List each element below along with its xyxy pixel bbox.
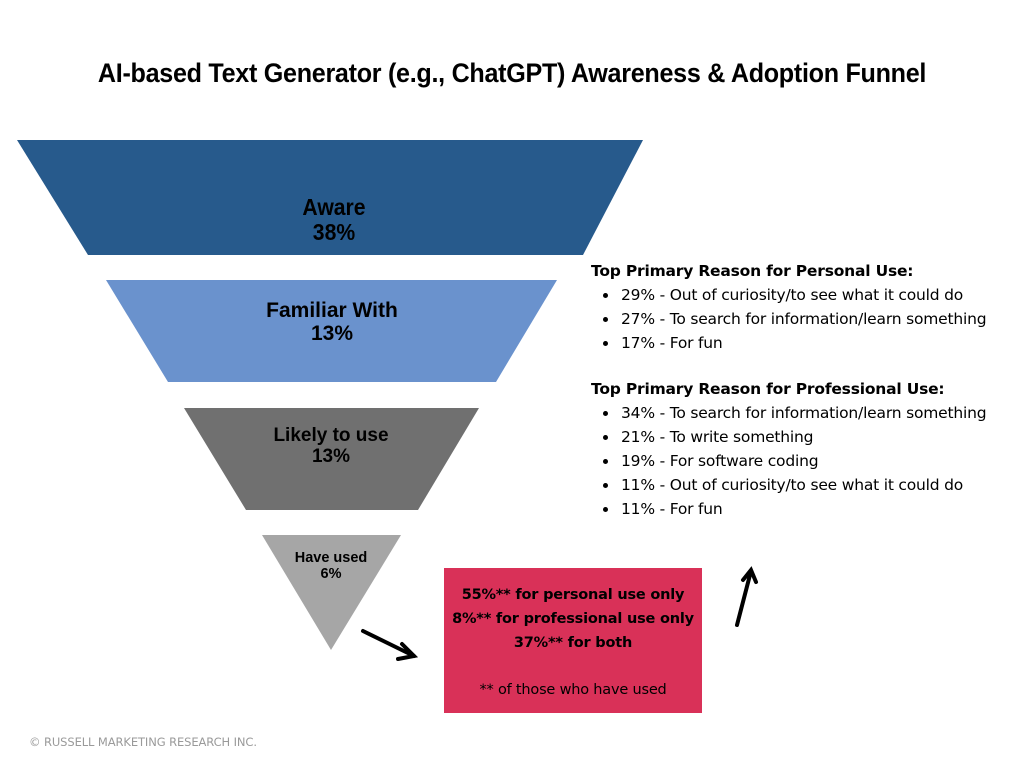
usage-split-callout: 55%** for personal use only 8%** for pro… xyxy=(444,568,702,713)
stage-name: Aware xyxy=(302,194,366,220)
funnel-stage-familiar xyxy=(106,280,557,382)
stage-label-familiar: Familiar With 13% xyxy=(217,300,447,344)
stage-label-have-used: Have used 6% xyxy=(271,551,391,581)
stage-value: 13% xyxy=(311,446,351,467)
callout-footnote: ** of those who have used xyxy=(479,682,667,698)
list-item: 21% - To write something xyxy=(619,425,1021,449)
stat-both: 37%** for both xyxy=(513,635,633,651)
stage-name: Likely to use xyxy=(273,425,389,446)
list-item: 19% - For software coding xyxy=(619,449,1021,473)
list-item: 29% - Out of curiosity/to see what it co… xyxy=(619,283,1021,307)
page-title: AI-based Text Generator (e.g., ChatGPT) … xyxy=(97,58,927,88)
list-item: 17% - For fun xyxy=(619,331,1021,355)
stage-value: 38% xyxy=(312,219,356,245)
funnel-stage-aware xyxy=(17,140,643,255)
personal-use-heading: Top Primary Reason for Personal Use: xyxy=(591,262,914,280)
list-item: 27% - To search for information/learn so… xyxy=(619,307,1021,331)
stage-label-likely: Likely to use 13% xyxy=(231,426,431,466)
stage-name: Have used xyxy=(294,550,368,566)
stage-label-aware: Aware 38% xyxy=(234,196,434,244)
stage-name: Familiar With xyxy=(266,299,398,322)
personal-use-list: 29% - Out of curiosity/to see what it co… xyxy=(591,283,1021,355)
usage-split-stats: 55%** for personal use only 8%** for pro… xyxy=(444,583,702,655)
arrow-down-right-icon xyxy=(361,629,419,661)
arrow-up-icon xyxy=(735,566,758,627)
list-item: 11% - Out of curiosity/to see what it co… xyxy=(619,473,1021,497)
stat-personal-only: 55%** for personal use only xyxy=(461,587,685,603)
funnel-stage-have-used xyxy=(262,535,401,650)
professional-use-list: 34% - To search for information/learn so… xyxy=(591,401,1021,521)
stat-professional-only: 8%** for professional use only xyxy=(452,611,694,627)
list-item: 11% - For fun xyxy=(619,497,1021,521)
professional-use-heading: Top Primary Reason for Professional Use: xyxy=(591,380,945,398)
stage-value: 13% xyxy=(310,322,354,345)
list-item: 34% - To search for information/learn so… xyxy=(619,401,1021,425)
funnel-stage-likely xyxy=(184,408,479,510)
copyright-notice: © RUSSELL MARKETING RESEARCH INC. xyxy=(29,735,257,749)
stage-value: 6% xyxy=(320,565,342,582)
usage-reasons-panel: Top Primary Reason for Personal Use: 29%… xyxy=(591,259,1021,543)
